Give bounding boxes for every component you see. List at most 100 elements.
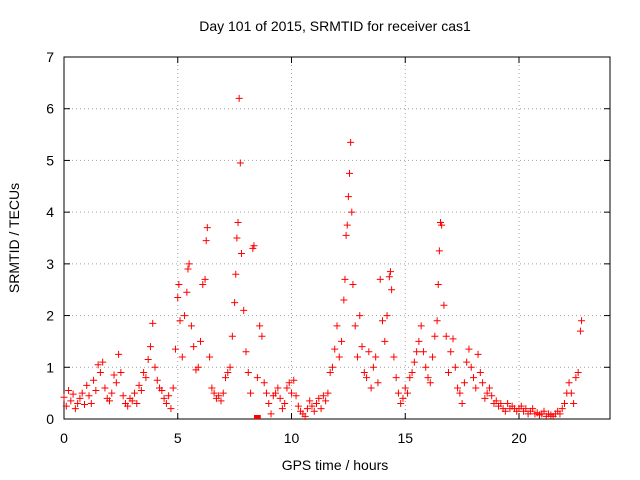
data-point — [222, 374, 230, 382]
data-point — [390, 353, 398, 361]
data-point — [197, 337, 204, 345]
data-point — [101, 384, 109, 392]
data-point — [87, 399, 95, 407]
data-point — [199, 281, 207, 289]
axis-tick-labels: 0 5 10 15 20 0 1 2 3 4 5 6 7 — [46, 49, 527, 446]
data-point — [456, 389, 464, 397]
data-point — [401, 384, 409, 392]
data-point — [247, 389, 255, 397]
data-point — [386, 268, 394, 276]
data-point — [558, 405, 566, 413]
data-point — [85, 392, 93, 400]
data-point — [149, 319, 157, 327]
data-point — [174, 293, 182, 301]
data-point — [322, 397, 330, 405]
data-point — [565, 379, 573, 387]
data-point — [190, 343, 198, 351]
data-point — [117, 368, 125, 376]
data-point — [406, 374, 414, 382]
data-point — [488, 392, 496, 400]
data-point — [308, 402, 316, 410]
y-tick-label: 4 — [46, 204, 54, 220]
data-point — [578, 317, 586, 325]
x-axis-title: GPS time / hours — [282, 457, 389, 473]
data-point — [529, 405, 537, 413]
data-point — [290, 376, 298, 384]
data-point — [165, 392, 173, 400]
data-point — [119, 392, 127, 400]
data-point — [463, 358, 471, 366]
y-tick-label: 7 — [46, 49, 54, 65]
data-point — [470, 374, 477, 382]
data-point — [388, 286, 396, 294]
data-point — [567, 389, 575, 397]
data-point — [356, 312, 364, 320]
data-point — [60, 393, 68, 401]
data-point — [176, 317, 184, 325]
data-point — [413, 348, 421, 356]
x-tick-label: 15 — [397, 430, 413, 446]
data-point — [372, 353, 380, 361]
data-point — [342, 231, 350, 239]
data-point — [465, 345, 473, 353]
data-point — [133, 399, 141, 407]
data-point — [162, 399, 170, 407]
data-point — [408, 368, 416, 376]
data-point — [288, 389, 295, 397]
data-point — [224, 368, 232, 376]
data-point — [226, 363, 234, 371]
data-point — [353, 353, 361, 361]
data-point — [501, 407, 509, 415]
data-point — [83, 381, 91, 389]
data-point — [153, 376, 161, 384]
data-point — [292, 392, 300, 400]
data-point — [379, 317, 386, 325]
data-point — [422, 363, 430, 371]
data-point — [210, 389, 218, 397]
data-point — [272, 389, 280, 397]
data-point — [454, 384, 462, 392]
data-point — [319, 392, 327, 400]
data-point — [234, 218, 242, 226]
x-tick-label: 20 — [511, 430, 527, 446]
data-point — [442, 332, 450, 340]
data-point — [310, 407, 318, 415]
data-point — [131, 389, 139, 397]
data-point — [74, 399, 82, 407]
data-point — [194, 363, 202, 371]
data-point — [365, 348, 373, 356]
data-point — [324, 389, 332, 397]
data-point — [260, 379, 268, 387]
data-point — [267, 410, 275, 418]
data-point — [99, 358, 107, 366]
plot-frame — [63, 56, 611, 420]
data-point — [444, 368, 452, 376]
data-point — [237, 250, 245, 258]
data-point — [169, 384, 177, 392]
y-tick-label: 1 — [46, 359, 54, 375]
data-point — [556, 410, 564, 418]
data-point — [258, 332, 266, 340]
data-point — [67, 397, 75, 405]
data-point — [146, 343, 154, 351]
data-point — [497, 399, 505, 407]
data-point — [326, 368, 334, 376]
data-point — [301, 412, 309, 420]
data-point — [108, 389, 116, 397]
data-point — [228, 332, 236, 340]
y-tick-label: 2 — [46, 308, 54, 324]
data-point — [276, 394, 284, 402]
data-point — [144, 356, 152, 364]
data-point — [215, 392, 223, 400]
chart-title: Day 101 of 2015, SRMTID for receiver cas… — [199, 18, 471, 34]
data-point — [449, 335, 457, 343]
x-tick-label: 0 — [60, 430, 68, 446]
data-point — [540, 407, 548, 415]
y-tick-label: 0 — [46, 411, 54, 427]
data-point — [71, 405, 79, 413]
data-point — [517, 402, 525, 410]
data-point — [343, 221, 351, 229]
data-point — [433, 317, 441, 325]
data-point — [62, 402, 70, 410]
data-point — [485, 384, 493, 392]
